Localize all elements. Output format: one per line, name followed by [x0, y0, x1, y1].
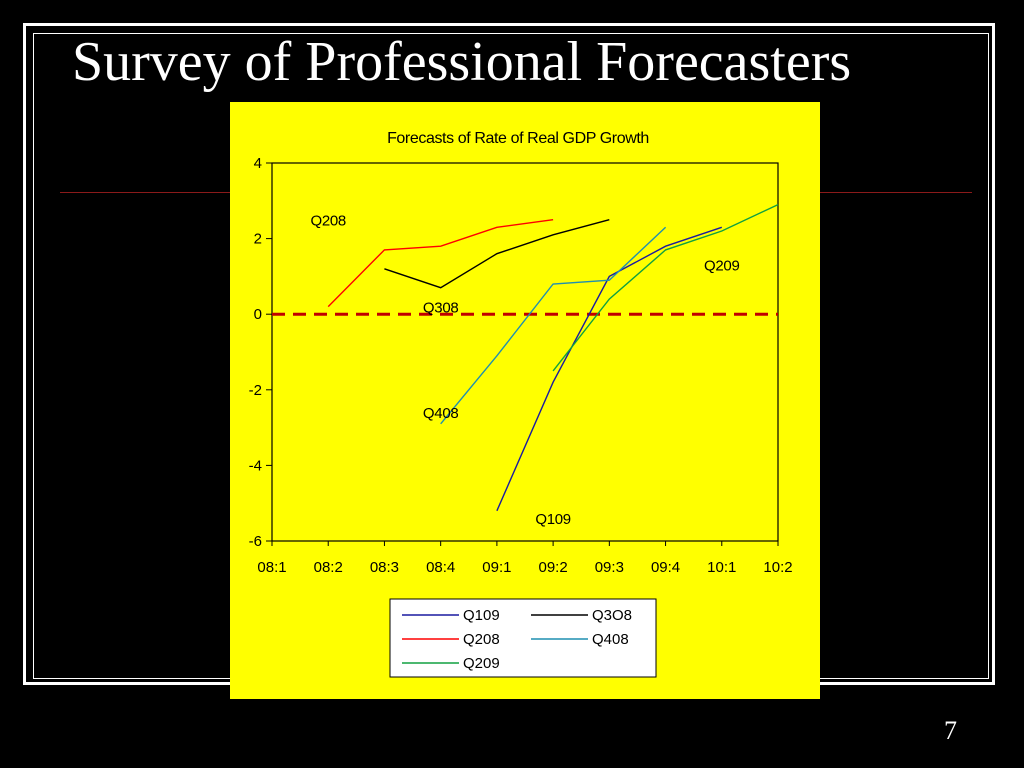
series-line-q208: [327, 219, 554, 308]
x-tick-label: 09:3: [595, 559, 624, 576]
y-tick-label: -2: [249, 382, 262, 399]
gdp-forecast-chart: Forecasts of Rate of Real GDP Growth 4 2 0 -…: [249, 130, 793, 678]
annotation-q408: Q408: [423, 405, 459, 422]
x-tick-label: 10:2: [763, 559, 792, 576]
legend-label-q109: Q109: [463, 607, 500, 624]
x-tick-label: 09:1: [482, 559, 511, 576]
series-line-q3o8: [384, 219, 610, 289]
x-tick-label: 10:1: [707, 559, 736, 576]
page-number: 7: [944, 716, 957, 745]
legend-label-q209: Q209: [463, 655, 500, 672]
legend-label-q208: Q208: [463, 631, 500, 648]
x-tick-label: 09:2: [539, 559, 568, 576]
plot-frame: [271, 162, 779, 542]
series-line-q109: [496, 226, 723, 512]
y-tick-label: -6: [249, 533, 262, 550]
annotation-q308: Q308: [423, 299, 459, 316]
annotation-q209: Q209: [704, 258, 740, 275]
annotation-q109: Q109: [535, 511, 571, 528]
y-tick-label: 0: [254, 306, 262, 323]
legend-label-q408: Q408: [592, 631, 629, 648]
x-tick-label: 08:2: [314, 559, 343, 576]
legend-label-q3o8: Q3O8: [592, 607, 632, 624]
annotation-q208: Q208: [310, 212, 346, 229]
series-line-q209: [552, 203, 779, 372]
y-tick-label: 4: [254, 155, 262, 172]
y-tick-label: 2: [254, 231, 262, 248]
x-tick-label: 08:4: [426, 559, 455, 576]
x-tick-label: 09:4: [651, 559, 680, 576]
x-tick-label: 08:1: [257, 559, 286, 576]
chart-panel: Forecasts of Rate of Real GDP Growth 4 2 0 -…: [230, 102, 820, 699]
chart-title: Forecasts of Rate of Real GDP Growth: [387, 130, 649, 147]
slide-title: Survey of Professional Forecasters: [72, 31, 852, 93]
x-tick-label: 08:3: [370, 559, 399, 576]
series-line-q408: [440, 226, 667, 425]
legend-box: [389, 598, 657, 678]
y-tick-label: -4: [249, 457, 262, 474]
